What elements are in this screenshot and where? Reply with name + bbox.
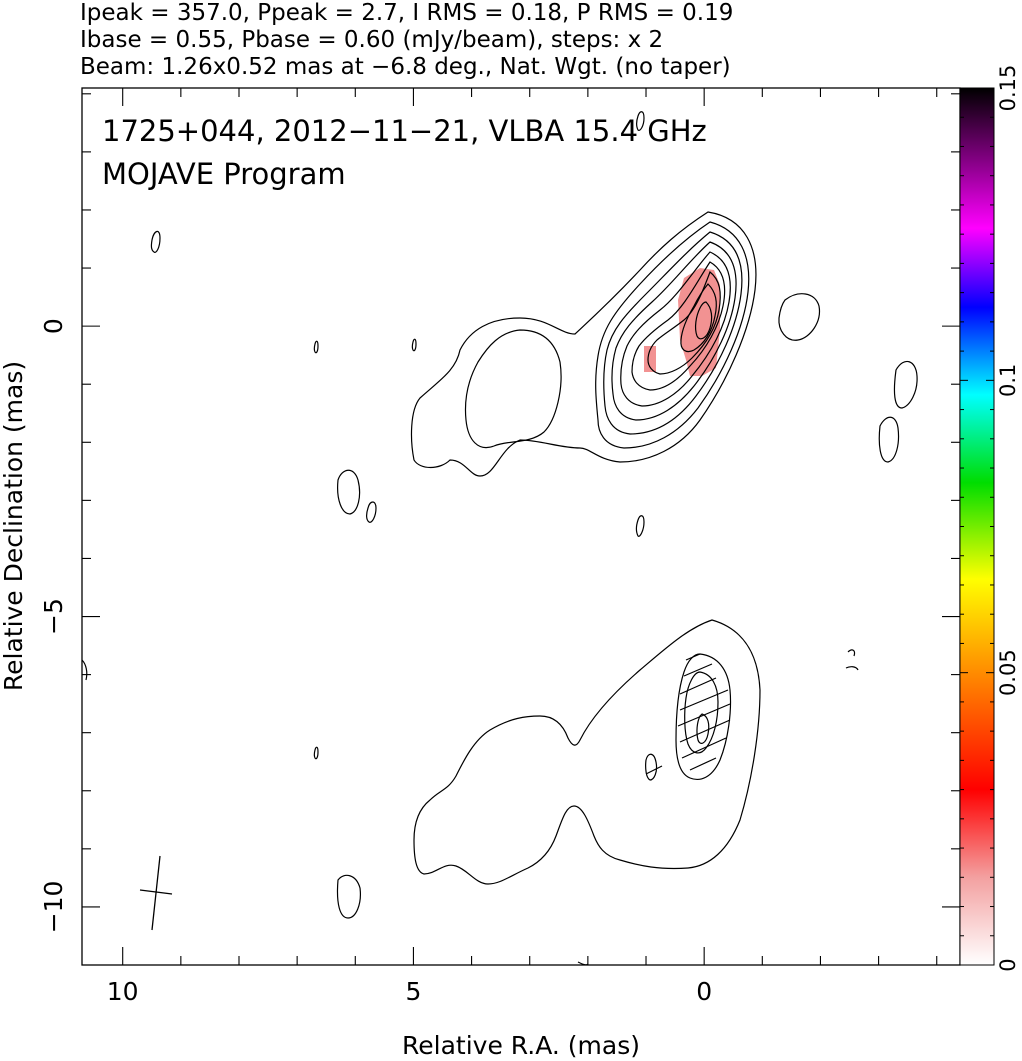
y-tick-label: 0 [39, 318, 68, 334]
restoring-beam [139, 855, 173, 931]
colorbar [959, 87, 995, 966]
total-intensity-contours [150, 111, 918, 537]
axis-tick-labels: 10 5 0 0 −5 −10 [39, 318, 712, 1006]
x-axis-label: Relative R.A. (mas) [402, 1031, 640, 1060]
x-tick-label: 10 [107, 977, 139, 1006]
program-annotation: MOJAVE Program [102, 157, 346, 191]
plot-frame [81, 87, 961, 966]
colorbar-tick-label: 0.1 [996, 364, 1020, 397]
source-annotation: 1725+044, 2012−11−21, VLBA 15.4 GHz [102, 114, 707, 148]
polarization-contours [81, 619, 859, 966]
colorbar-ticks [960, 87, 994, 966]
colorbar-tick-labels: 0 0.05 0.1 0.15 [996, 65, 1020, 972]
colorbar-tick-label: 0 [996, 958, 1020, 971]
y-tick-label: −10 [39, 881, 68, 934]
x-tick-label: 5 [405, 977, 421, 1006]
evpa-vectors [645, 653, 731, 775]
y-axis-label: Relative Declination (mas) [0, 361, 28, 691]
header-line-2: Ibase = 0.55, Pbase = 0.60 (mJy/beam), s… [80, 27, 663, 53]
y-tick-label: −5 [39, 598, 68, 635]
polarized-intensity-pixels [644, 268, 720, 376]
header-line-3: Beam: 1.26x0.52 mas at −6.8 deg., Nat. W… [80, 54, 731, 80]
axis-ticks [82, 88, 960, 965]
x-tick-label: 0 [696, 977, 712, 1006]
colorbar-tick-label: 0.15 [996, 65, 1020, 112]
header-line-1: Ipeak = 357.0, Ppeak = 2.7, I RMS = 0.18… [80, 0, 733, 26]
colorbar-tick-label: 0.05 [996, 649, 1020, 696]
